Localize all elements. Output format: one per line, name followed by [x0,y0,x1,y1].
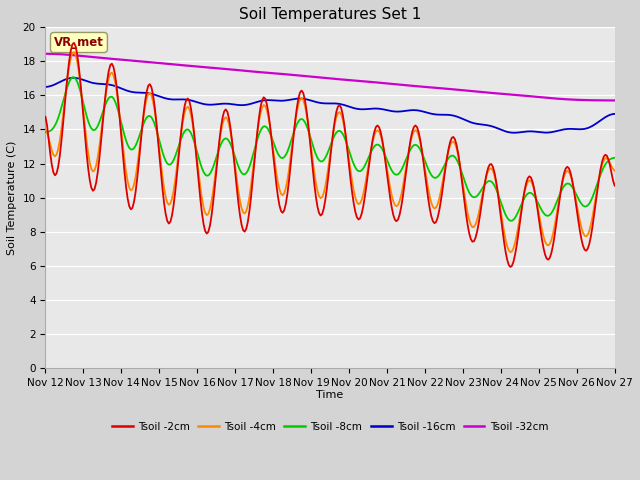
Tsoil -16cm [149,91,157,97]
Tsoil -4cm [399,184,406,190]
Tsoil -4cm [611,168,618,174]
Tsoil -8cm [149,117,157,123]
Tsoil -32cm [385,81,392,86]
Tsoil -4cm [58,127,65,133]
Tsoil -16cm [399,108,406,114]
Tsoil -16cm [42,84,49,90]
Tsoil -16cm [611,111,618,117]
Tsoil -8cm [545,213,552,218]
Tsoil -32cm [541,95,549,100]
Tsoil -32cm [366,79,374,84]
Tsoil -4cm [506,249,514,255]
Tsoil -4cm [70,49,78,55]
Tsoil -2cm [399,194,406,200]
Tsoil -8cm [506,218,514,224]
Tsoil -16cm [387,108,394,114]
Tsoil -16cm [70,75,78,81]
Tsoil -8cm [70,74,78,80]
Title: Soil Temperatures Set 1: Soil Temperatures Set 1 [239,7,421,22]
Tsoil -16cm [367,106,375,111]
Tsoil -8cm [387,165,394,170]
Tsoil -2cm [58,140,65,145]
Tsoil -8cm [367,149,375,155]
Text: VR_met: VR_met [54,36,104,49]
Tsoil -4cm [545,242,552,248]
Line: Tsoil -8cm: Tsoil -8cm [45,77,614,221]
Tsoil -16cm [509,130,517,136]
X-axis label: Time: Time [316,390,344,400]
Tsoil -32cm [148,60,156,65]
Tsoil -2cm [42,114,49,120]
Tsoil -32cm [611,97,618,103]
Line: Tsoil -32cm: Tsoil -32cm [45,54,614,100]
Tsoil -8cm [611,155,618,161]
Tsoil -2cm [149,92,157,97]
Line: Tsoil -4cm: Tsoil -4cm [45,52,614,252]
Tsoil -8cm [42,129,49,135]
Line: Tsoil -16cm: Tsoil -16cm [45,78,614,133]
Tsoil -8cm [399,164,406,170]
Tsoil -2cm [387,195,394,201]
Tsoil -4cm [367,146,375,152]
Tsoil -2cm [367,146,375,152]
Tsoil -16cm [58,78,65,84]
Y-axis label: Soil Temperature (C): Soil Temperature (C) [7,140,17,255]
Tsoil -2cm [70,40,78,46]
Legend: Tsoil -2cm, Tsoil -4cm, Tsoil -8cm, Tsoil -16cm, Tsoil -32cm: Tsoil -2cm, Tsoil -4cm, Tsoil -8cm, Tsoi… [108,417,552,436]
Tsoil -32cm [397,82,405,88]
Tsoil -32cm [42,51,49,57]
Tsoil -4cm [42,127,49,132]
Tsoil -8cm [58,105,65,111]
Tsoil -2cm [611,183,618,189]
Tsoil -2cm [506,264,514,270]
Tsoil -2cm [545,257,552,263]
Tsoil -4cm [387,185,394,191]
Tsoil -4cm [149,98,157,104]
Line: Tsoil -2cm: Tsoil -2cm [45,43,614,267]
Tsoil -32cm [58,51,65,57]
Tsoil -16cm [545,130,552,135]
